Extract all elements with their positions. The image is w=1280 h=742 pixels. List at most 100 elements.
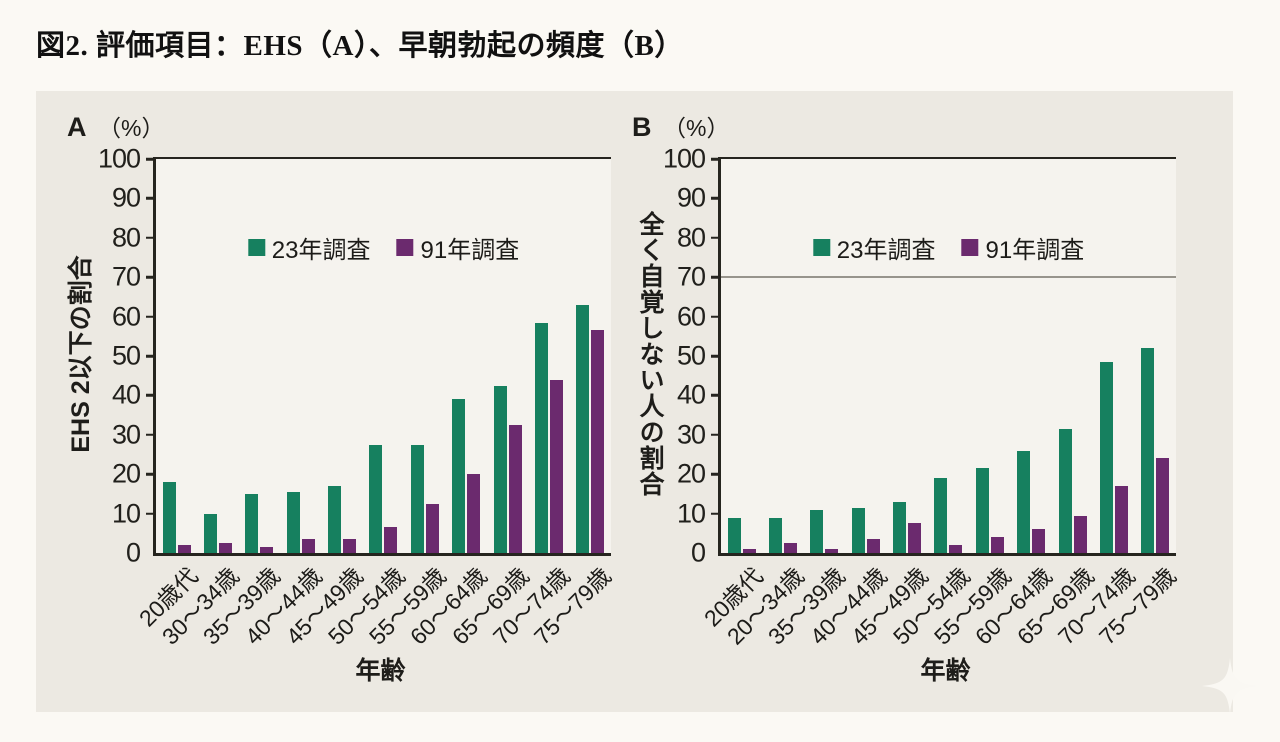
y-tick-mark bbox=[711, 236, 721, 240]
y-tick-mark bbox=[146, 354, 156, 358]
bar-group bbox=[570, 159, 611, 553]
bar bbox=[769, 517, 783, 553]
bar-group bbox=[1011, 159, 1052, 553]
reference-line bbox=[721, 276, 1176, 279]
y-tick-mark bbox=[146, 275, 156, 279]
y-tick-label: 50 bbox=[111, 340, 141, 371]
bar bbox=[245, 493, 259, 553]
y-tick-mark bbox=[711, 157, 721, 161]
y-tick-mark bbox=[711, 433, 721, 437]
bar-group bbox=[969, 159, 1010, 553]
y-tick-label: 20 bbox=[676, 458, 706, 489]
bar bbox=[908, 523, 922, 553]
bar bbox=[934, 478, 948, 553]
legend-label: 91年調査 bbox=[420, 237, 520, 264]
bar bbox=[1058, 428, 1072, 553]
bar bbox=[286, 491, 300, 553]
y-tick-label: 50 bbox=[676, 340, 706, 371]
y-tick-label: 30 bbox=[111, 419, 141, 450]
bar-group bbox=[1135, 159, 1176, 553]
y-tick-mark bbox=[711, 275, 721, 279]
y-tick-label: 40 bbox=[676, 379, 706, 410]
bar bbox=[534, 322, 548, 553]
bar bbox=[343, 539, 357, 553]
y-tick-label: 70 bbox=[676, 261, 706, 292]
bar bbox=[410, 444, 424, 553]
bar bbox=[893, 501, 907, 553]
y-tick-mark bbox=[146, 236, 156, 240]
bar-group bbox=[762, 159, 803, 553]
bar bbox=[866, 539, 880, 553]
bar-group bbox=[1093, 159, 1134, 553]
y-tick-mark bbox=[146, 433, 156, 437]
bar-group bbox=[321, 159, 362, 553]
x-labels: 20歳代 30〜34歳 35〜39歳 40〜44歳 45〜49歳 50〜54歳 55〜59歳… bbox=[134, 553, 617, 658]
y-tick-mark bbox=[146, 512, 156, 515]
bar bbox=[1073, 515, 1087, 553]
chart-B-unit-label: （%） bbox=[663, 115, 730, 141]
bar bbox=[260, 547, 274, 553]
legend-label: 23年調査 bbox=[836, 237, 936, 264]
bar bbox=[851, 507, 865, 553]
bar bbox=[742, 549, 756, 553]
bar bbox=[975, 468, 989, 553]
y-tick-mark bbox=[146, 157, 156, 161]
y-tick-mark bbox=[711, 472, 721, 476]
bar bbox=[1099, 361, 1113, 553]
bar bbox=[784, 543, 798, 553]
y-tick-label: 10 bbox=[676, 498, 706, 529]
bar-group bbox=[1052, 159, 1093, 553]
y-tick-mark bbox=[711, 394, 721, 397]
y-tick-label: 0 bbox=[690, 537, 706, 568]
bar bbox=[328, 486, 342, 553]
bar bbox=[576, 304, 590, 553]
y-tick-label: 70 bbox=[111, 261, 141, 292]
x-labels: 20歳代 20〜34歳 35〜39歳 40〜44歳 45〜49歳 50〜54歳 55〜59歳… bbox=[699, 553, 1182, 658]
bar bbox=[384, 527, 398, 553]
bar bbox=[1032, 529, 1046, 553]
bar-group bbox=[156, 159, 197, 553]
figure-title: 図2. 評価項目：EHS（A）、早朝勃起の頻度（B） bbox=[36, 30, 684, 62]
legend-swatch bbox=[396, 239, 414, 256]
y-tick-mark bbox=[146, 197, 156, 200]
bar bbox=[219, 543, 233, 553]
bar bbox=[1017, 450, 1031, 553]
bar bbox=[990, 537, 1004, 553]
bars-container bbox=[721, 159, 1176, 553]
bar-group bbox=[928, 159, 969, 553]
legend-item: 91年調査 bbox=[961, 230, 1084, 265]
legend: 23年調査 91年調査 bbox=[247, 230, 520, 265]
chart-A-plot-area: 0 10 20 30 40 50 60 70 80 90 100 23年調査 91年調査 20歳代 30〜3… bbox=[98, 145, 616, 650]
bars-container bbox=[156, 159, 611, 553]
bar-group bbox=[280, 159, 321, 553]
bar bbox=[727, 517, 741, 553]
bar bbox=[949, 545, 963, 553]
bar bbox=[425, 503, 439, 553]
chart-B-header: B （%） bbox=[632, 109, 729, 143]
y-tick-mark bbox=[146, 472, 156, 476]
bar-group bbox=[446, 159, 487, 553]
bar bbox=[825, 549, 839, 553]
bar-group bbox=[404, 159, 445, 553]
y-tick-label: 10 bbox=[111, 498, 141, 529]
y-tick-label: 100 bbox=[662, 143, 706, 174]
y-tick-mark bbox=[146, 315, 156, 318]
y-tick-label: 80 bbox=[676, 222, 706, 253]
chart-B-plot-area: 0 10 20 30 40 50 60 70 80 90 100 23年調査 91年調査 20歳代 20〜3… bbox=[663, 145, 1181, 650]
legend-swatch bbox=[812, 239, 830, 256]
bar bbox=[1114, 486, 1128, 553]
y-tick-label: 90 bbox=[676, 182, 706, 213]
y-tick-label: 60 bbox=[111, 301, 141, 332]
y-tick-mark bbox=[711, 197, 721, 200]
bar-group bbox=[886, 159, 927, 553]
y-tick-label: 40 bbox=[111, 379, 141, 410]
bar bbox=[177, 545, 191, 553]
bar bbox=[1156, 458, 1170, 553]
y-tick-mark bbox=[711, 354, 721, 358]
bar bbox=[162, 482, 176, 553]
bar bbox=[591, 330, 605, 553]
bar-group bbox=[239, 159, 280, 553]
bar-group bbox=[721, 159, 762, 553]
bar bbox=[549, 379, 563, 553]
